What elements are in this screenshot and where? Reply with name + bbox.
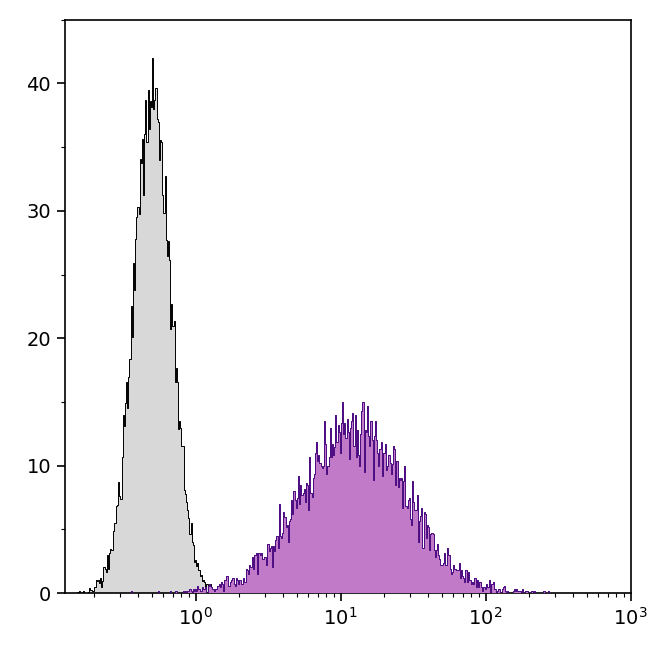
- Polygon shape: [65, 58, 630, 593]
- Polygon shape: [65, 402, 630, 593]
